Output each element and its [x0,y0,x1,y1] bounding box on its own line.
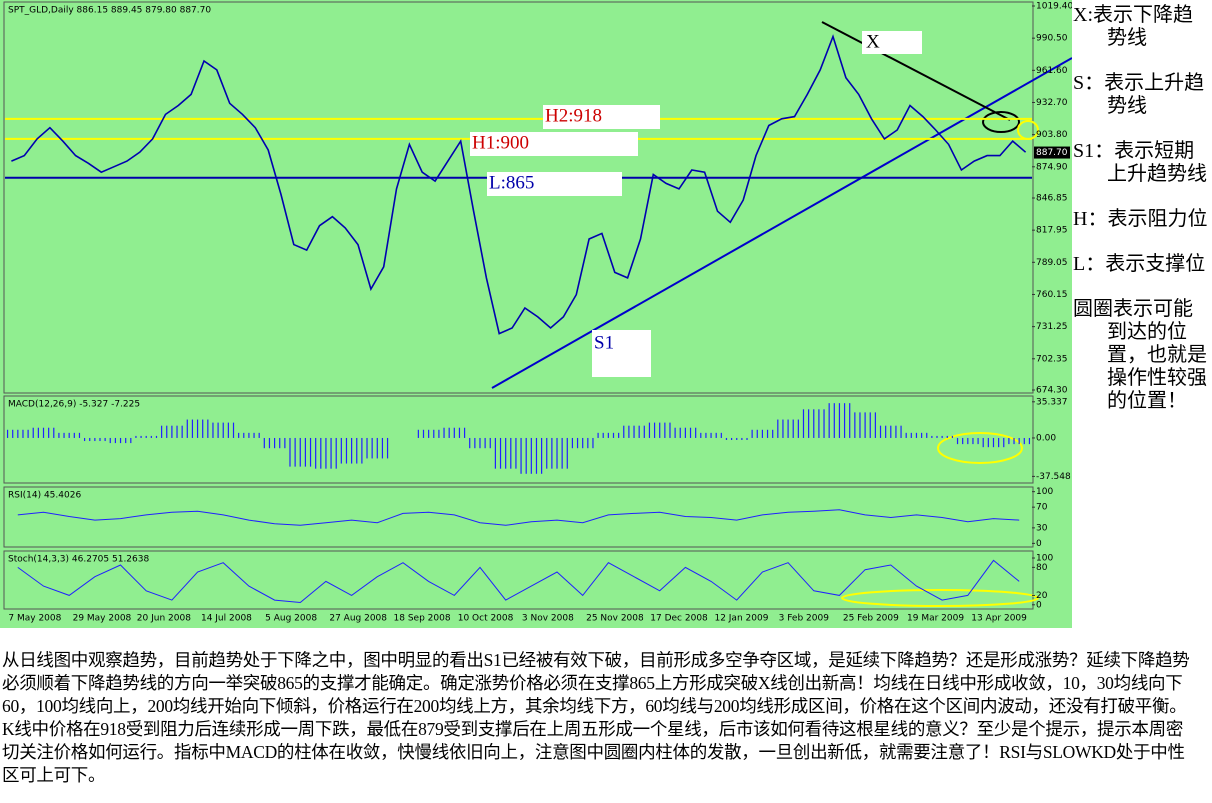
x-tick-label: 13 Apr 2009 [971,614,1027,624]
panel-title: MACD(12,26,9) -5.327 -7.225 [8,400,140,410]
level-label: L:865 [489,172,534,193]
last-price-box [1034,146,1070,159]
y-tick-label: -37.548 [1036,472,1071,482]
x-tick-label: 17 Dec 2008 [650,614,708,624]
x-tick-label: 14 Jul 2008 [201,614,252,624]
y-tick-label: 100 [1036,554,1053,564]
note: H：表示阻力位 [1073,208,1208,230]
y-tick-label: 100 [1036,487,1053,497]
y-tick-label: 1019.40 [1036,2,1072,12]
label-box [592,330,651,377]
y-tick-label: 731.25 [1036,322,1068,332]
y-tick-label: 80 [1036,563,1048,573]
y-tick-label: 674.30 [1036,385,1068,395]
series-line [17,559,1020,604]
y-tick-label: 817.95 [1036,226,1068,236]
y-tick-label: 0 [1036,539,1042,549]
x-tick-label: 29 May 2008 [73,614,132,624]
note: L：表示支撑位 [1073,253,1206,275]
x-tick-label: 25 Nov 2008 [586,614,644,624]
label-box [487,172,622,196]
circle-mark [937,432,1023,464]
x-tick-label: 18 Sep 2008 [394,614,451,624]
uptrend-line [491,57,1072,389]
macd-panel [3,395,1034,484]
x-tick-label: 10 Oct 2008 [458,614,514,624]
series-line [11,34,1027,335]
y-tick-label: 70 [1036,503,1048,513]
circle-mark [841,589,1039,607]
circle-mark [982,111,1020,133]
note: S1：表示短期上升趋势线 [1073,140,1207,185]
note: X:表示下降趋势线 [1073,4,1193,49]
stoch-panel [3,550,1034,610]
y-tick-label: 0 [1036,600,1042,610]
y-tick-label: 702.35 [1036,354,1068,364]
x-tick-label: 25 Feb 2009 [843,614,899,624]
level-label: H1:900 [472,132,529,153]
x-tick-label: 20 Jun 2008 [137,614,191,624]
y-tick-label: 789.05 [1036,258,1068,268]
panel-title: RSI(14) 45.4026 [8,491,81,501]
downtrend-line [821,21,1011,121]
y-tick-label: 846.85 [1036,194,1068,204]
x-tick-label: 12 Jan 2009 [714,614,768,624]
label-box [543,105,660,129]
x-tick-label: 3 Nov 2008 [522,614,574,624]
y-tick-label: 961.60 [1036,66,1068,76]
last-price-label: 887.70 [1036,148,1068,158]
label-box [470,132,638,156]
x-tick-label: 19 Mar 2009 [907,614,964,624]
series-line [17,509,1020,526]
y-tick-label: 0.00 [1036,433,1056,443]
y-tick-label: 903.80 [1036,130,1068,140]
y-tick-label: 35.337 [1036,397,1068,407]
y-tick-label: 760.15 [1036,290,1068,300]
chart: SPT_GLD,Daily 886.15 889.45 879.80 887.7… [0,0,1072,628]
x-tick-label: 7 May 2008 [8,614,61,624]
y-tick-label: 932.70 [1036,98,1068,108]
label-box [862,31,922,54]
commentary: 从日线图中观察趋势，目前趋势处于下降之中，图中明显的看出S1已经被有效下破，目前… [2,650,1190,785]
chart-background [0,0,1072,628]
x-tick-label: 27 Aug 2008 [329,614,387,624]
y-tick-label: 30 [1036,523,1048,533]
notes: X:表示下降趋势线 S：表示上升趋势线 S1：表示短期上升趋势线 H：表示阻力位 L：表… [1073,4,1209,435]
y-tick-label: 874.90 [1036,162,1068,172]
note: 圆圈表示可能到达的位置，也就是操作性较强的位置！ [1073,298,1207,412]
price-panel [3,1,1034,394]
annotation: X [866,31,880,52]
y-tick-label: 20 [1036,591,1048,601]
y-tick-label: 990.50 [1036,34,1068,44]
level-label: H2:918 [545,105,602,126]
panel-title: SPT_GLD,Daily 886.15 889.45 879.80 887.7… [8,6,211,16]
note: S：表示上升趋势线 [1073,72,1205,117]
panel-title: Stoch(14,3,3) 46.2705 51.2638 [8,555,149,565]
x-tick-label: 5 Aug 2008 [265,614,317,624]
x-tick-label: 3 Feb 2009 [779,614,830,624]
annotation: S1 [594,332,614,353]
rsi-panel [3,486,1034,548]
